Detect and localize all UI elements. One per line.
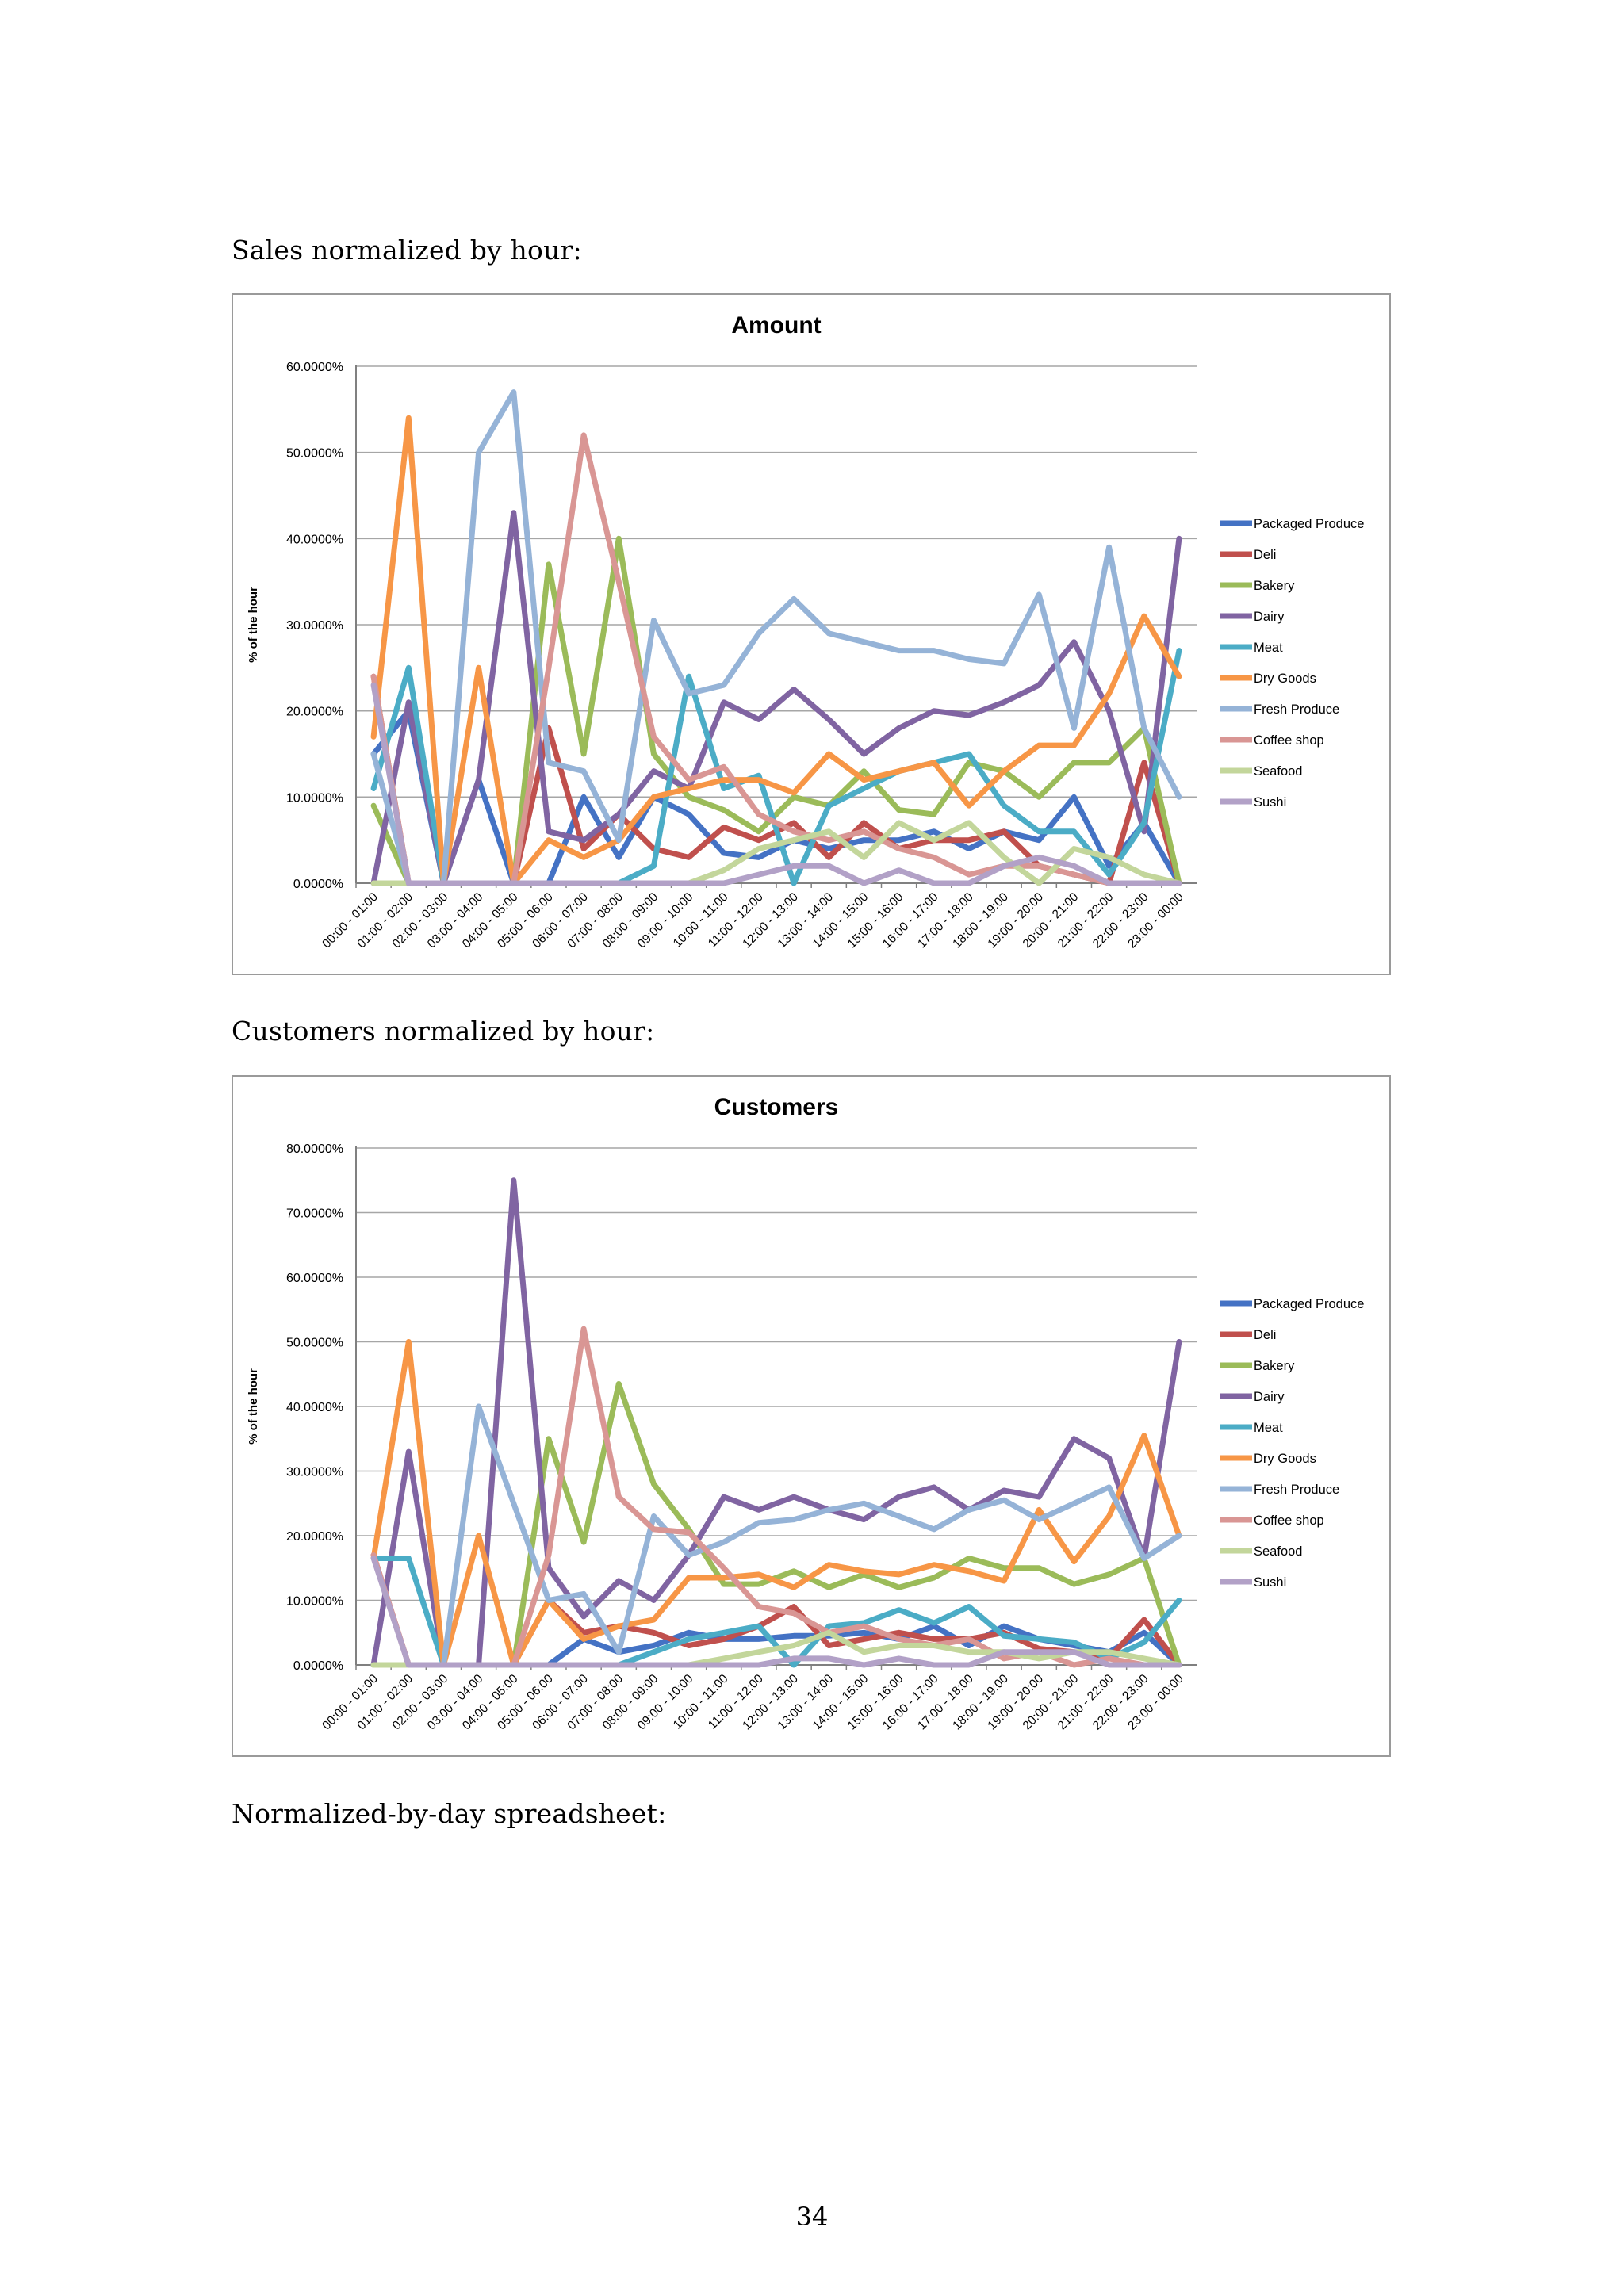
caption-spreadsheet: Normalized-by-day spreadsheet:	[232, 1798, 667, 1829]
y-tick-label: 50.0000%	[286, 447, 343, 461]
series-line-sushi	[370, 1556, 1182, 1668]
legend-label-packaged-produce: Packaged Produce	[1254, 1297, 1364, 1311]
y-axis-label: % of the hour	[247, 1368, 260, 1445]
legend-label-bakery: Bakery	[1254, 579, 1295, 593]
y-tick-label: 20.0000%	[286, 706, 343, 719]
y-tick-label: 50.0000%	[286, 1337, 343, 1350]
legend-label-meat: Meat	[1254, 641, 1283, 655]
series-line-fresh-produce	[370, 389, 1182, 886]
legend-label-dry-goods: Dry Goods	[1254, 672, 1316, 686]
series-line-dry-goods	[370, 415, 1182, 886]
amount-chart: Amount 0.0000% 10.0000% 20.0000% 30.0000% 40.…	[232, 293, 1391, 975]
y-tick-label: 0.0000%	[293, 1659, 343, 1673]
legend-label-bakery: Bakery	[1254, 1359, 1295, 1373]
customers-chart: Customers 0.0000% 10.0000% 20.0000% 30.0000%…	[232, 1075, 1391, 1757]
caption-customers: Customers normalized by hour:	[232, 1016, 655, 1047]
y-tick-label: 20.0000%	[286, 1530, 343, 1544]
series-line-sushi	[370, 682, 1182, 886]
y-tick-label: 60.0000%	[286, 1272, 343, 1285]
legend-label-dairy: Dairy	[1254, 610, 1285, 624]
legend-label-sushi: Sushi	[1254, 1575, 1286, 1590]
customers-chart-svg: Customers 0.0000% 10.0000% 20.0000% 30.0000%…	[247, 1094, 1364, 1732]
y-tick-label: 70.0000%	[286, 1207, 343, 1221]
y-tick-label: 0.0000%	[293, 878, 343, 891]
series-line-dairy	[370, 510, 1182, 886]
y-tick-label: 60.0000%	[286, 361, 343, 374]
series-line-dairy	[370, 1177, 1182, 1668]
y-tick-label: 10.0000%	[286, 1595, 343, 1609]
chart-title: Amount	[731, 312, 821, 339]
legend-label-fresh-produce: Fresh Produce	[1254, 702, 1339, 717]
legend-label-dry-goods: Dry Goods	[1254, 1452, 1316, 1466]
legend-label-sushi: Sushi	[1254, 795, 1286, 809]
legend-label-coffee-shop: Coffee shop	[1254, 1513, 1324, 1528]
y-tick-label: 10.0000%	[286, 791, 343, 805]
series-line-fresh-produce	[370, 1403, 1182, 1668]
y-tick-label: 80.0000%	[286, 1142, 343, 1156]
legend-label-deli: Deli	[1254, 548, 1276, 562]
legend-label-seafood: Seafood	[1254, 1544, 1302, 1559]
legend-label-fresh-produce: Fresh Produce	[1254, 1483, 1339, 1497]
y-axis-label: % of the hour	[247, 587, 260, 663]
y-tick-label: 30.0000%	[286, 619, 343, 633]
legend-label-coffee-shop: Coffee shop	[1254, 733, 1324, 748]
y-tick-label: 40.0000%	[286, 533, 343, 546]
legend-label-dairy: Dairy	[1254, 1390, 1285, 1404]
amount-chart-svg: Amount 0.0000% 10.0000% 20.0000% 30.0000% 40.…	[247, 312, 1364, 951]
page-number: 34	[795, 2202, 829, 2232]
caption-sales: Sales normalized by hour:	[232, 235, 582, 266]
chart-title: Customers	[714, 1094, 839, 1120]
legend-label-deli: Deli	[1254, 1328, 1276, 1342]
legend-label-meat: Meat	[1254, 1421, 1283, 1435]
y-tick-label: 40.0000%	[286, 1401, 343, 1414]
y-tick-label: 30.0000%	[286, 1466, 343, 1479]
legend-label-packaged-produce: Packaged Produce	[1254, 517, 1364, 531]
legend-label-seafood: Seafood	[1254, 764, 1302, 779]
